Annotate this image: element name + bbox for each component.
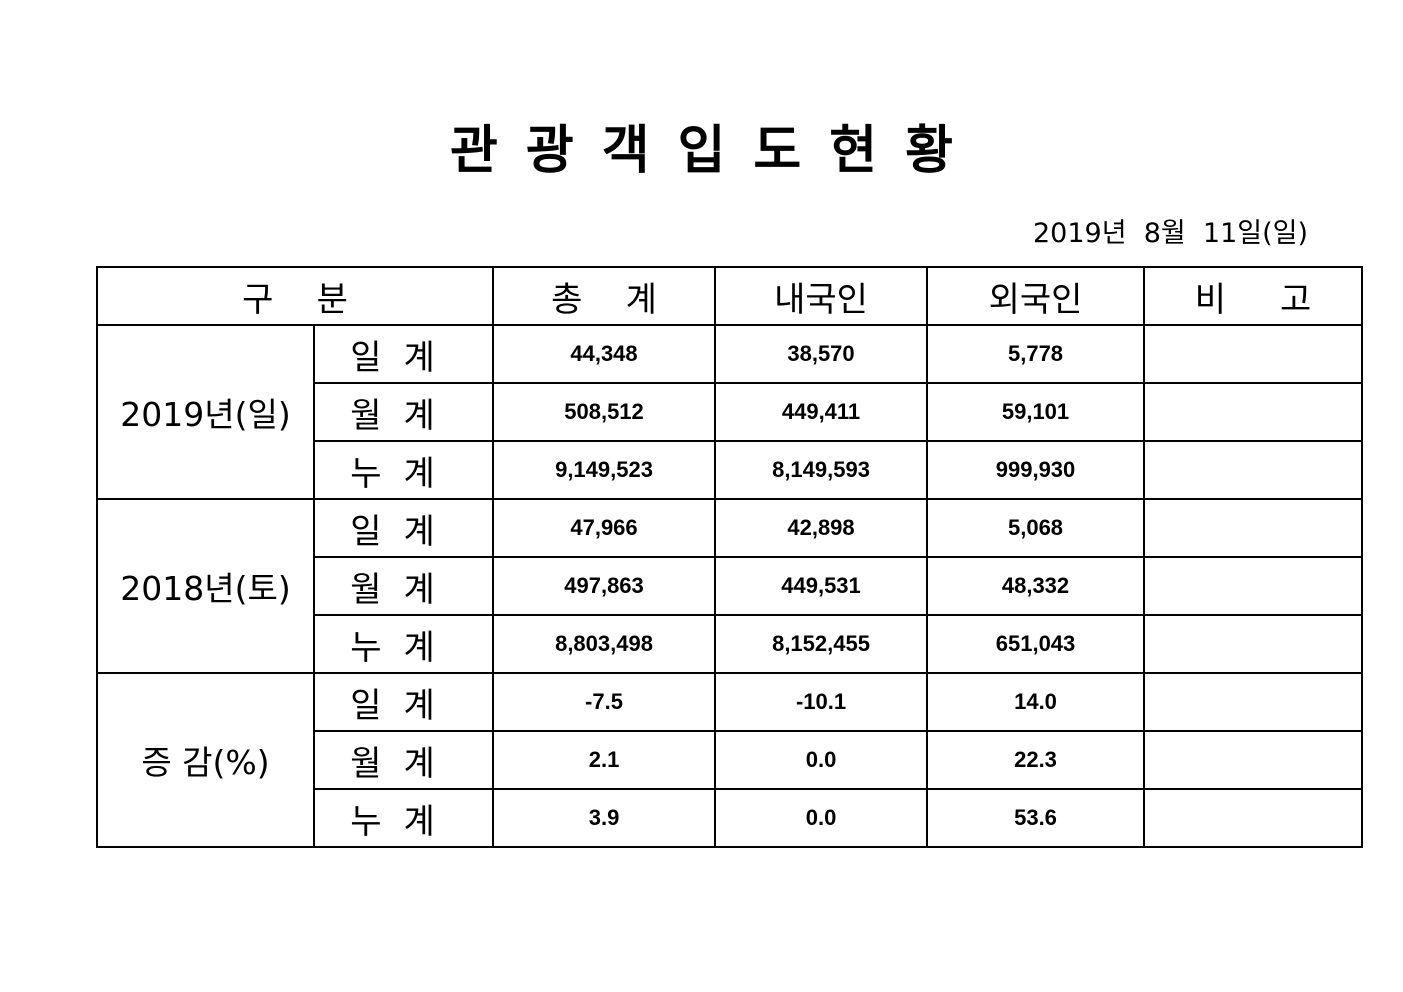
- cell-foreign: 22.3: [926, 730, 1146, 790]
- row-label: 누계: [312, 788, 495, 848]
- row-label: 월계: [312, 556, 495, 616]
- cell-remarks: [1143, 382, 1364, 442]
- cell-foreign: 5,068: [926, 498, 1146, 558]
- cell-remarks: [1143, 556, 1364, 616]
- group-label-2019: 2019년(일): [96, 324, 315, 500]
- cell-domestic: 0.0: [714, 730, 929, 790]
- cell-remarks: [1143, 672, 1364, 732]
- cell-total: 8,803,498: [492, 614, 717, 674]
- cell-total: 497,863: [492, 556, 717, 616]
- tourist-arrivals-table: 구 분 총 계 내국인 외국인 비 고 2019년(일) 일계 44,348 3…: [95, 266, 1364, 848]
- row-label: 월계: [312, 730, 495, 790]
- header-total: 총 계: [492, 266, 717, 326]
- cell-foreign: 53.6: [926, 788, 1146, 848]
- cell-foreign: 48,332: [926, 556, 1146, 616]
- cell-remarks: [1143, 498, 1364, 558]
- cell-total: 44,348: [492, 324, 717, 384]
- cell-total: 47,966: [492, 498, 717, 558]
- header-foreign: 외국인: [926, 266, 1146, 326]
- cell-total: 508,512: [492, 382, 717, 442]
- table-row: 누계 8,803,498 8,152,455 651,043: [97, 614, 1364, 674]
- cell-domestic: 449,531: [714, 556, 929, 616]
- cell-foreign: 5,778: [926, 324, 1146, 384]
- cell-remarks: [1143, 614, 1364, 674]
- cell-domestic: 8,149,593: [714, 440, 929, 500]
- cell-domestic: -10.1: [714, 672, 929, 732]
- cell-domestic: 42,898: [714, 498, 929, 558]
- table-row: 월계 2.1 0.0 22.3: [97, 730, 1364, 790]
- row-label: 누계: [312, 440, 495, 500]
- cell-domestic: 38,570: [714, 324, 929, 384]
- group-label-change: 증 감(%): [96, 672, 315, 848]
- table-row: 누계 9,149,523 8,149,593 999,930: [97, 440, 1364, 500]
- cell-remarks: [1143, 788, 1364, 848]
- row-label: 일계: [312, 672, 495, 732]
- header-domestic: 내국인: [714, 266, 929, 326]
- cell-domestic: 449,411: [714, 382, 929, 442]
- document-title: 관광객입도현황: [450, 121, 981, 181]
- table-row: 월계 508,512 449,411 59,101: [97, 382, 1364, 442]
- cell-total: 2.1: [492, 730, 717, 790]
- row-label: 월계: [312, 382, 495, 442]
- cell-total: 3.9: [492, 788, 717, 848]
- cell-foreign: 999,930: [926, 440, 1146, 500]
- table-row: 2019년(일) 일계 44,348 38,570 5,778: [96, 324, 1364, 500]
- row-label: 일계: [312, 324, 495, 384]
- cell-remarks: [1143, 730, 1364, 790]
- header-category: 구 분: [95, 266, 495, 326]
- cell-foreign: 651,043: [926, 614, 1146, 674]
- cell-domestic: 8,152,455: [714, 614, 929, 674]
- table-row: 2018년(토) 일계 47,966 42,898 5,068: [96, 498, 1364, 674]
- row-label: 일계: [312, 498, 495, 558]
- table-row: 누계 3.9 0.0 53.6: [97, 788, 1364, 848]
- cell-foreign: 59,101: [926, 382, 1146, 442]
- header-remarks: 비 고: [1143, 266, 1364, 326]
- group-label-2018: 2018년(토): [96, 498, 315, 674]
- table-row: 월계 497,863 449,531 48,332: [97, 556, 1364, 616]
- table-row: 증 감(%) 일계 -7.5 -10.1 14.0: [96, 672, 1364, 848]
- cell-total: -7.5: [492, 672, 717, 732]
- cell-total: 9,149,523: [492, 440, 717, 500]
- cell-remarks: [1143, 324, 1364, 384]
- cell-remarks: [1143, 440, 1364, 500]
- row-label: 누계: [312, 614, 495, 674]
- report-date: 2019년 8월 11일(일): [1032, 218, 1308, 249]
- cell-foreign: 14.0: [926, 672, 1146, 732]
- header-row: 구 분 총 계 내국인 외국인 비 고: [95, 266, 1364, 326]
- cell-domestic: 0.0: [714, 788, 929, 848]
